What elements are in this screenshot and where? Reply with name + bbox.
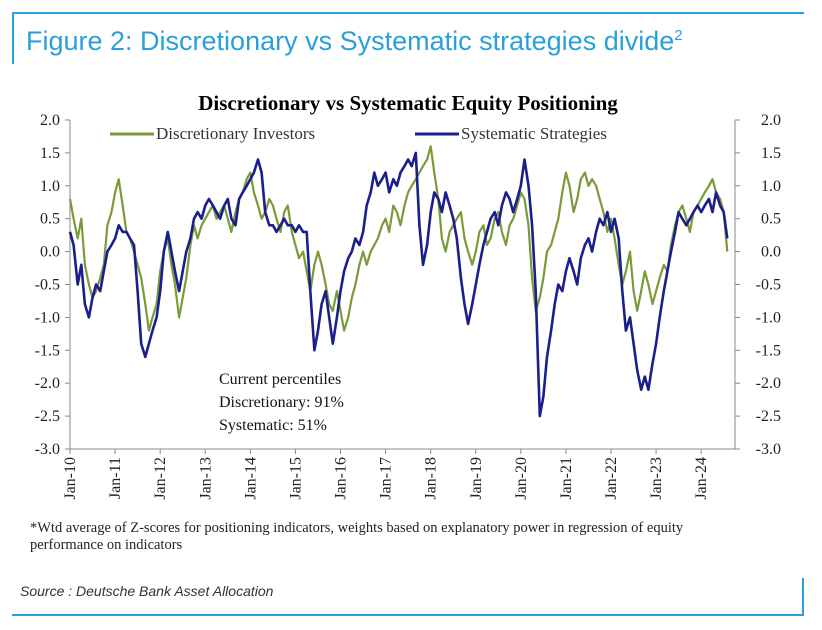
x-tick-label: Jan-10 [62,457,79,500]
frame-left-rule [12,12,14,64]
x-tick-label: Jan-17 [378,457,395,500]
x-tick-label: Jan-13 [197,457,214,500]
chart-title: Discretionary vs Systematic Equity Posit… [198,91,618,115]
y-tick-label-right: 1.0 [761,178,781,195]
series-line-discretionary [68,145,729,332]
y-tick-label-left: 0.5 [40,211,60,228]
y-tick-label-left: -2.5 [35,408,60,425]
y-tick-label-right: -1.5 [756,342,781,359]
y-tick-label-right: -0.5 [756,277,781,294]
figure-title: Figure 2: Discretionary vs Systematic st… [26,26,683,57]
x-tick-label: Jan-11 [107,457,124,499]
y-tick-label-left: 2.0 [40,112,60,129]
x-tick-label: Jan-18 [423,457,440,500]
legend-systematic-label: Systematic Strategies [461,124,607,143]
x-tick-label: Jan-14 [242,457,259,500]
footnote: *Wtd average of Z-scores for positioning… [30,520,684,553]
frame-bottom-rule [12,614,804,616]
annotation-line: Current percentiles [219,371,341,388]
x-tick-label: Jan-21 [558,457,575,500]
y-tick-label-left: -1.0 [35,309,60,326]
y-tick-label-right: 0.5 [761,211,781,228]
x-tick-label: Jan-19 [468,457,485,500]
figure-title-superscript: 2 [674,27,683,44]
y-tick-label-left: 1.5 [40,145,60,162]
x-tick-label: Jan-20 [513,457,530,500]
y-tick-label-right: 2.0 [761,112,781,129]
y-tick-label-left: 1.0 [40,178,60,195]
y-tick-label-left: 0.0 [40,244,60,261]
x-tick-label: Jan-15 [287,457,304,500]
y-tick-label-right: -2.5 [756,408,781,425]
y-tick-label-left: -1.5 [35,342,60,359]
source-note: Source : Deutsche Bank Asset Allocation [20,583,274,599]
y-tick-label-left: -0.5 [35,277,60,294]
x-tick-label: Jan-24 [693,457,710,500]
x-tick-label: Jan-12 [152,457,169,500]
annotation-line: Discretionary: 91% [219,394,344,411]
frame-right-rule [802,578,804,616]
y-tick-label-right: -2.0 [756,375,781,392]
y-tick-label-left: -3.0 [35,441,60,458]
y-tick-label-right: -3.0 [756,441,781,458]
annotation-line: Systematic: 51% [219,417,327,434]
x-tick-label: Jan-22 [603,457,620,500]
figure-title-text: Figure 2: Discretionary vs Systematic st… [26,26,675,56]
frame-top-rule [12,12,804,14]
series-line-systematic [68,151,729,418]
legend-discretionary-label: Discretionary Investors [156,124,315,143]
y-tick-label-right: 1.5 [761,145,781,162]
x-tick-label: Jan-23 [648,457,665,500]
y-tick-label-right: -1.0 [756,309,781,326]
x-tick-label: Jan-16 [333,457,350,500]
y-tick-label-left: -2.0 [35,375,60,392]
chart-svg: Discretionary vs Systematic Equity Posit… [35,91,781,500]
y-tick-label-right: 0.0 [761,244,781,261]
